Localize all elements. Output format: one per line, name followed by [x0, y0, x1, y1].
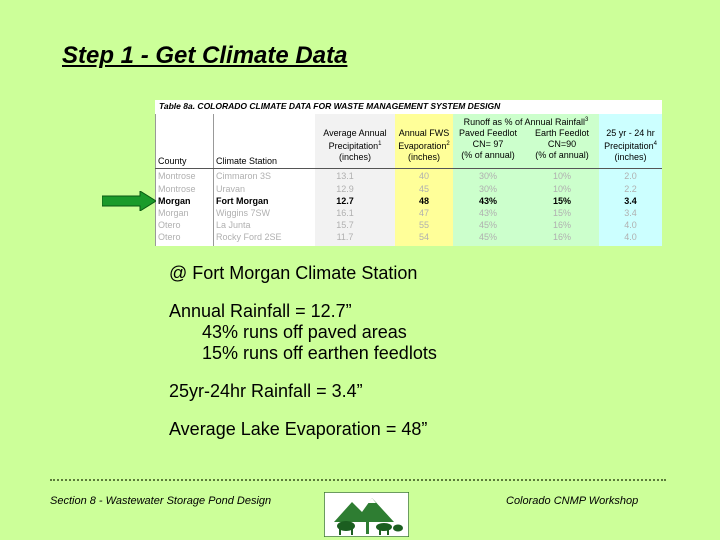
station-note: @ Fort Morgan Climate Station — [169, 263, 418, 283]
paved-cell: 45% — [478, 232, 497, 242]
table-caption: Table 8a. COLORADO CLIMATE DATA FOR WAST… — [159, 101, 501, 111]
county-cell: Otero — [158, 220, 181, 230]
evap-cell: 45 — [418, 184, 429, 194]
precip-cell: 12.9 — [336, 184, 354, 194]
paved-cell: 30% — [478, 171, 497, 181]
evap-header: Annual FWS Evaporation2 (inches) — [398, 128, 450, 162]
climate-data-table: Table 8a. COLORADO CLIMATE DATA FOR WAST… — [155, 100, 662, 246]
county-cell: Morgan — [158, 196, 191, 206]
storm-column-bg — [599, 114, 662, 246]
precip-cell: 16.1 — [336, 208, 354, 218]
paved-runoff-note: 43% runs off paved areas — [202, 322, 407, 342]
left-border — [155, 114, 156, 246]
station-cell: Wiggins 7SW — [216, 208, 271, 218]
evap-cell: 40 — [418, 171, 429, 181]
storm-cell: 2.2 — [624, 184, 637, 194]
storm-header: 25 yr - 24 hr Precipitation4 (inches) — [604, 128, 657, 162]
paved-header: Paved Feedlot CN= 97 (% of annual) — [458, 128, 518, 160]
evaporation-column-bg — [395, 114, 453, 246]
earth-cell: 15% — [552, 208, 571, 218]
runoff-group-header: Runoff as % of Annual Rainfall3 — [463, 117, 589, 127]
storm-cell: 2.0 — [624, 171, 637, 181]
earth-cell: 16% — [552, 232, 571, 242]
paved-cell: 45% — [478, 220, 497, 230]
workshop-logo-icon — [324, 492, 409, 537]
footer-section-title: Section 8 - Wastewater Storage Pond Desi… — [50, 495, 272, 507]
county-cell: Montrose — [158, 171, 196, 181]
precip-header: Average Annual Precipitation1 (inches) — [323, 128, 387, 162]
station-cell: La Junta — [216, 220, 251, 230]
footer-workshop-title: Colorado CNMP Workshop — [506, 495, 639, 507]
county-cell: Montrose — [158, 184, 196, 194]
paved-cell: 30% — [478, 184, 497, 194]
earth-header: Earth Feedlot CN=90 (% of annual) — [534, 128, 590, 160]
runoff-column-bg — [453, 114, 599, 246]
precip-cell: 15.7 — [336, 220, 354, 230]
earth-cell: 15% — [552, 196, 571, 206]
earth-cell: 16% — [552, 220, 571, 230]
station-cell: Uravan — [216, 184, 246, 194]
page-title: Step 1 - Get Climate Data — [62, 42, 348, 69]
notes-block: @ Fort Morgan Climate Station Annual Rai… — [169, 263, 437, 440]
precip-cell: 12.7 — [336, 196, 354, 206]
evaporation-note: Average Lake Evaporation = 48” — [169, 419, 428, 439]
station-cell: Fort Morgan — [216, 196, 269, 206]
earth-cell: 10% — [552, 184, 571, 194]
storm-cell: 3.4 — [624, 208, 637, 218]
header-rule — [155, 168, 662, 169]
annual-rainfall-note: Annual Rainfall = 12.7” — [169, 301, 352, 321]
footer-divider — [50, 479, 666, 481]
storm-cell: 4.0 — [624, 232, 637, 242]
right-arrow-icon — [102, 191, 156, 211]
precipitation-column-bg — [315, 114, 395, 246]
precip-cell: 13.1 — [336, 171, 354, 181]
earth-cell: 10% — [552, 171, 571, 181]
evap-cell: 54 — [418, 232, 429, 242]
paved-cell: 43% — [478, 208, 497, 218]
station-cell: Cimmaron 3S — [216, 171, 272, 181]
evap-cell: 47 — [418, 208, 429, 218]
station-header: Climate Station — [216, 156, 278, 166]
earthen-runoff-note: 15% runs off earthen feedlots — [202, 343, 437, 363]
county-header: County — [158, 156, 187, 166]
evap-cell: 48 — [418, 196, 429, 206]
storm-rainfall-note: 25yr-24hr Rainfall = 3.4” — [169, 381, 363, 401]
paved-cell: 43% — [478, 196, 497, 206]
storm-cell: 4.0 — [624, 220, 637, 230]
station-cell: Rocky Ford 2SE — [216, 232, 282, 242]
precip-cell: 11.7 — [336, 232, 354, 242]
column-divider — [213, 114, 214, 246]
county-cell: Morgan — [158, 208, 189, 218]
county-cell: Otero — [158, 232, 181, 242]
storm-cell: 3.4 — [624, 196, 637, 206]
evap-cell: 55 — [418, 220, 429, 230]
